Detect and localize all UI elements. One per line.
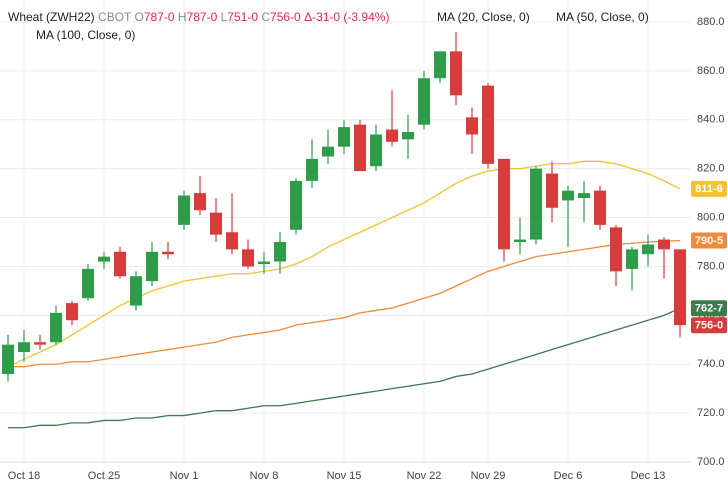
candle-body bbox=[290, 180, 302, 230]
price-label-box bbox=[691, 300, 727, 317]
candle-body bbox=[98, 256, 110, 262]
axis: 700.0720.0740.0760.0780.0800.0820.0840.0… bbox=[0, 16, 727, 482]
price-label-box bbox=[691, 180, 727, 197]
legend-entry[interactable]: MA (50, Close, 0) bbox=[556, 10, 649, 24]
x-tick-label: Dec 13 bbox=[631, 470, 666, 482]
candle-body bbox=[338, 127, 350, 147]
candle-body bbox=[658, 239, 670, 250]
candle-body bbox=[34, 342, 46, 345]
candle-body bbox=[498, 158, 510, 250]
ohlc-key: H bbox=[178, 10, 187, 24]
candle-body bbox=[18, 342, 30, 352]
candle-body bbox=[242, 249, 254, 267]
x-tick-label: Nov 22 bbox=[407, 470, 442, 482]
candle-body bbox=[546, 173, 558, 208]
candle-body bbox=[322, 146, 334, 157]
x-tick-label: Nov 29 bbox=[471, 470, 506, 482]
price-label-box bbox=[691, 317, 727, 334]
x-tick-label: Oct 25 bbox=[88, 470, 120, 482]
price-label: 790-5 bbox=[695, 235, 723, 247]
candle-body bbox=[2, 344, 14, 374]
candle-body bbox=[274, 242, 286, 262]
candle-body bbox=[226, 232, 238, 250]
candle-body bbox=[66, 303, 78, 321]
candle-body bbox=[482, 85, 494, 164]
candle-body bbox=[626, 249, 638, 269]
candles bbox=[2, 31, 686, 382]
ohlc-value: 751-0 bbox=[227, 10, 258, 24]
candle-body bbox=[114, 251, 126, 277]
candle-body bbox=[130, 276, 142, 306]
candle-body bbox=[610, 227, 622, 272]
price-label-box bbox=[691, 232, 727, 249]
candle-body bbox=[578, 193, 590, 198]
x-tick-label: Oct 18 bbox=[8, 470, 40, 482]
y-tick-label: 800.0 bbox=[697, 211, 725, 223]
candle-body bbox=[594, 190, 606, 225]
candle-body bbox=[146, 251, 158, 282]
ohlc-value: 787-0 bbox=[187, 10, 218, 24]
candle-body bbox=[178, 195, 190, 225]
legend-entry[interactable]: MA (20, Close, 0) bbox=[437, 10, 530, 24]
ohlc-value: 756-0 bbox=[270, 10, 301, 24]
candle-body bbox=[162, 251, 174, 255]
candle-body bbox=[306, 158, 318, 181]
legend-entry[interactable]: MA (100, Close, 0) bbox=[36, 28, 135, 42]
y-tick-label: 740.0 bbox=[697, 358, 725, 370]
candle-body bbox=[354, 124, 366, 172]
change: Δ-31-0 (-3.94%) bbox=[304, 10, 389, 24]
ohlc-key: C bbox=[261, 10, 270, 24]
exchange: CBOT bbox=[98, 10, 132, 24]
candle-body bbox=[402, 132, 414, 140]
candle-body bbox=[434, 51, 446, 79]
symbol: Wheat (ZWH22) bbox=[8, 10, 95, 24]
grid bbox=[0, 0, 690, 463]
ohlc-value: 787-0 bbox=[144, 10, 175, 24]
ma-line bbox=[7, 160, 681, 368]
ma-line bbox=[8, 239, 681, 368]
candle-body bbox=[210, 212, 222, 235]
y-tick-label: 860.0 bbox=[697, 65, 725, 77]
ohlc-key: L bbox=[221, 10, 228, 24]
candle-body bbox=[194, 193, 206, 211]
ma-line bbox=[8, 307, 681, 429]
x-tick-label: Dec 6 bbox=[554, 470, 583, 482]
y-tick-label: 700.0 bbox=[697, 456, 725, 468]
price-label: 756-0 bbox=[695, 320, 723, 332]
header: Wheat (ZWH22) CBOT O787-0 H787-0 L751-0 … bbox=[8, 10, 649, 42]
candle-body bbox=[562, 190, 574, 201]
y-tick-label: 880.0 bbox=[697, 16, 725, 28]
x-tick-label: Nov 1 bbox=[170, 470, 199, 482]
candle-body bbox=[674, 249, 686, 326]
candle-body bbox=[418, 78, 430, 125]
y-tick-label: 840.0 bbox=[697, 114, 725, 126]
y-tick-label: 720.0 bbox=[697, 407, 725, 419]
candle-body bbox=[386, 129, 398, 142]
candle-body bbox=[82, 268, 94, 299]
y-tick-label: 820.0 bbox=[697, 163, 725, 175]
candle-body bbox=[514, 239, 526, 242]
x-tick-label: Nov 15 bbox=[327, 470, 362, 482]
candle-body bbox=[466, 117, 478, 135]
ohlc-key: O bbox=[135, 10, 144, 24]
candle-body bbox=[50, 312, 62, 343]
x-tick-label: Nov 8 bbox=[250, 470, 279, 482]
candle-body bbox=[370, 134, 382, 167]
y-tick-label: 780.0 bbox=[697, 260, 725, 272]
price-label: 811-6 bbox=[695, 183, 723, 195]
candle-body bbox=[258, 261, 270, 264]
ma-lines bbox=[7, 160, 681, 429]
candle-body bbox=[450, 51, 462, 96]
price-label: 762-7 bbox=[695, 303, 723, 315]
header-line: Wheat (ZWH22) CBOT O787-0 H787-0 L751-0 … bbox=[8, 10, 389, 24]
candle-body bbox=[642, 244, 654, 255]
candle-body bbox=[530, 168, 542, 240]
